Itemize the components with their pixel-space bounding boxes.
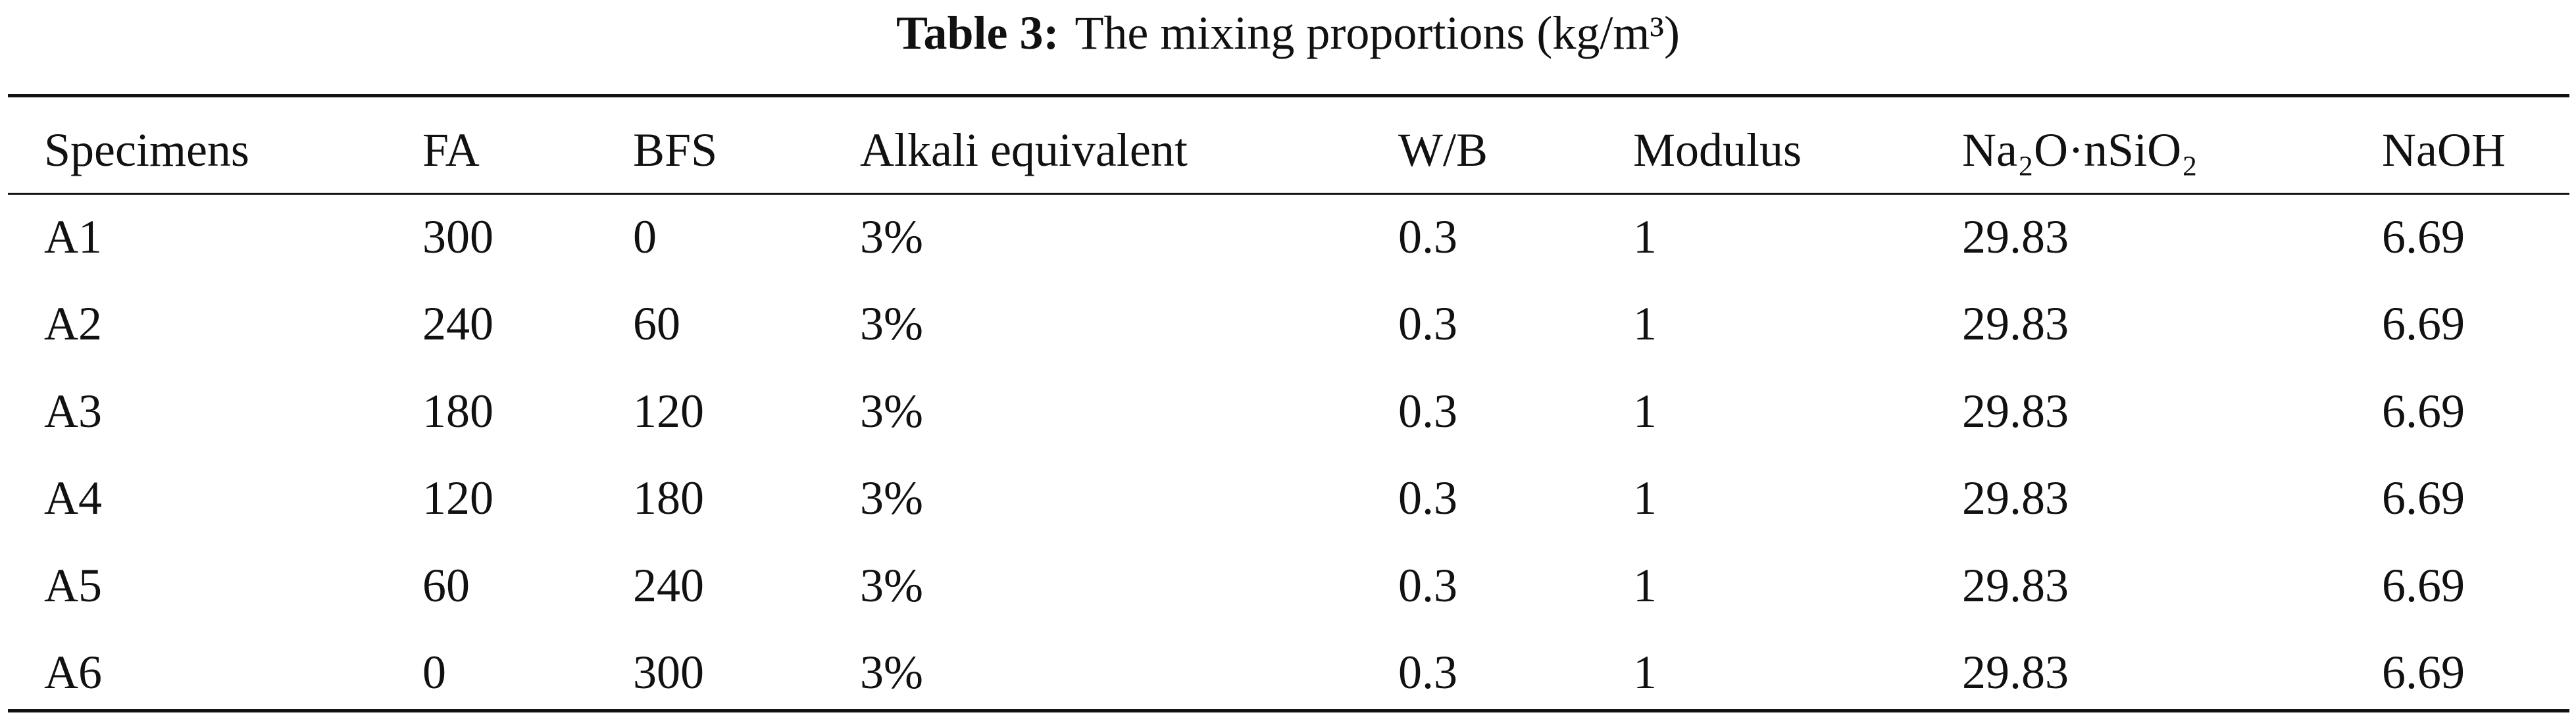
header-rule	[8, 193, 2569, 195]
header-cell: Na₂O·nSiO₂	[1962, 124, 2198, 176]
header-cell: NaOH	[2382, 124, 2506, 176]
table-cell: 60	[633, 297, 680, 350]
table-cell: 1	[1633, 472, 1657, 524]
header-cell: Modulus	[1633, 124, 1802, 176]
table-cell: 3%	[860, 211, 923, 263]
table-cell: 1	[1633, 297, 1657, 350]
table-cell: A4	[44, 472, 102, 524]
table-cell: A2	[44, 297, 102, 350]
table-caption: Table 3: The mixing proportions (kg/m³)	[0, 5, 2576, 61]
table-cell: 6.69	[2382, 472, 2465, 524]
table-cell: 3%	[860, 297, 923, 350]
table-cell: 1	[1633, 646, 1657, 699]
table-cell: 6.69	[2382, 385, 2465, 437]
table-cell: 300	[633, 646, 704, 699]
table-cell: 6.69	[2382, 211, 2465, 263]
table-cell: 0	[422, 646, 446, 699]
table-cell: 0.3	[1398, 472, 1457, 524]
table-cell: 3%	[860, 559, 923, 612]
table-cell: 29.83	[1962, 559, 2069, 612]
table-cell: 180	[422, 385, 493, 437]
table-cell: 120	[422, 472, 493, 524]
bottom-rule	[8, 709, 2569, 712]
table-cell: 1	[1633, 559, 1657, 612]
table-cell: 29.83	[1962, 646, 2069, 699]
table-cell: 3%	[860, 385, 923, 437]
table-cell: 0.3	[1398, 297, 1457, 350]
table-cell: A3	[44, 385, 102, 437]
table-cell: 240	[422, 297, 493, 350]
table-cell: 6.69	[2382, 646, 2465, 699]
caption-text: The mixing proportions (kg/m³)	[1074, 7, 1680, 59]
table-cell: 29.83	[1962, 211, 2069, 263]
header-cell: Alkali equivalent	[860, 124, 1188, 176]
table-cell: 0.3	[1398, 385, 1457, 437]
table-cell: 29.83	[1962, 385, 2069, 437]
table-cell: 29.83	[1962, 472, 2069, 524]
table-cell: A6	[44, 646, 102, 699]
table-cell: 3%	[860, 646, 923, 699]
table-cell: 6.69	[2382, 297, 2465, 350]
table-cell: A5	[44, 559, 102, 612]
table-cell: 1	[1633, 211, 1657, 263]
table-cell: 0.3	[1398, 559, 1457, 612]
header-cell: W/B	[1398, 124, 1488, 176]
table-cell: 60	[422, 559, 470, 612]
caption-label: Table 3:	[896, 7, 1059, 59]
header-cell: Specimens	[44, 124, 249, 176]
table-cell: 3%	[860, 472, 923, 524]
table-cell: A1	[44, 211, 102, 263]
table-cell: 6.69	[2382, 559, 2465, 612]
table-cell: 300	[422, 211, 493, 263]
top-rule	[8, 94, 2569, 97]
table-cell: 0.3	[1398, 211, 1457, 263]
header-cell: BFS	[633, 124, 718, 176]
table-cell: 240	[633, 559, 704, 612]
table-cell: 0.3	[1398, 646, 1457, 699]
table-cell: 1	[1633, 385, 1657, 437]
header-cell: FA	[422, 124, 480, 176]
table-cell: 180	[633, 472, 704, 524]
table-cell: 0	[633, 211, 657, 263]
table-cell: 29.83	[1962, 297, 2069, 350]
table-cell: 120	[633, 385, 704, 437]
